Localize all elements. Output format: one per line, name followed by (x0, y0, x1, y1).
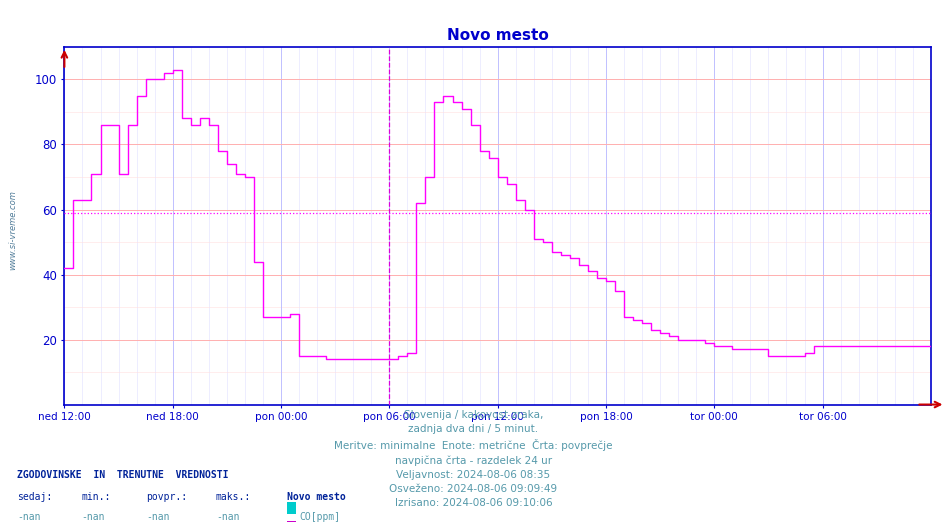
Text: maks.:: maks.: (216, 492, 251, 502)
Text: Novo mesto: Novo mesto (287, 492, 346, 502)
Text: -nan: -nan (216, 512, 240, 521)
Text: ZGODOVINSKE  IN  TRENUTNE  VREDNOSTI: ZGODOVINSKE IN TRENUTNE VREDNOSTI (17, 470, 228, 480)
Text: min.:: min.: (81, 492, 111, 502)
Text: -nan: -nan (17, 512, 41, 521)
Text: sedaj:: sedaj: (17, 492, 52, 502)
Title: Novo mesto: Novo mesto (447, 28, 548, 43)
Text: CO[ppm]: CO[ppm] (299, 512, 340, 521)
Text: www.si-vreme.com: www.si-vreme.com (8, 189, 17, 270)
Text: Slovenija / kakovost zraka,
zadnja dva dni / 5 minut.
Meritve: minimalne  Enote:: Slovenija / kakovost zraka, zadnja dva d… (334, 410, 613, 507)
Text: -nan: -nan (146, 512, 170, 521)
Text: -nan: -nan (81, 512, 105, 521)
Text: povpr.:: povpr.: (146, 492, 187, 502)
